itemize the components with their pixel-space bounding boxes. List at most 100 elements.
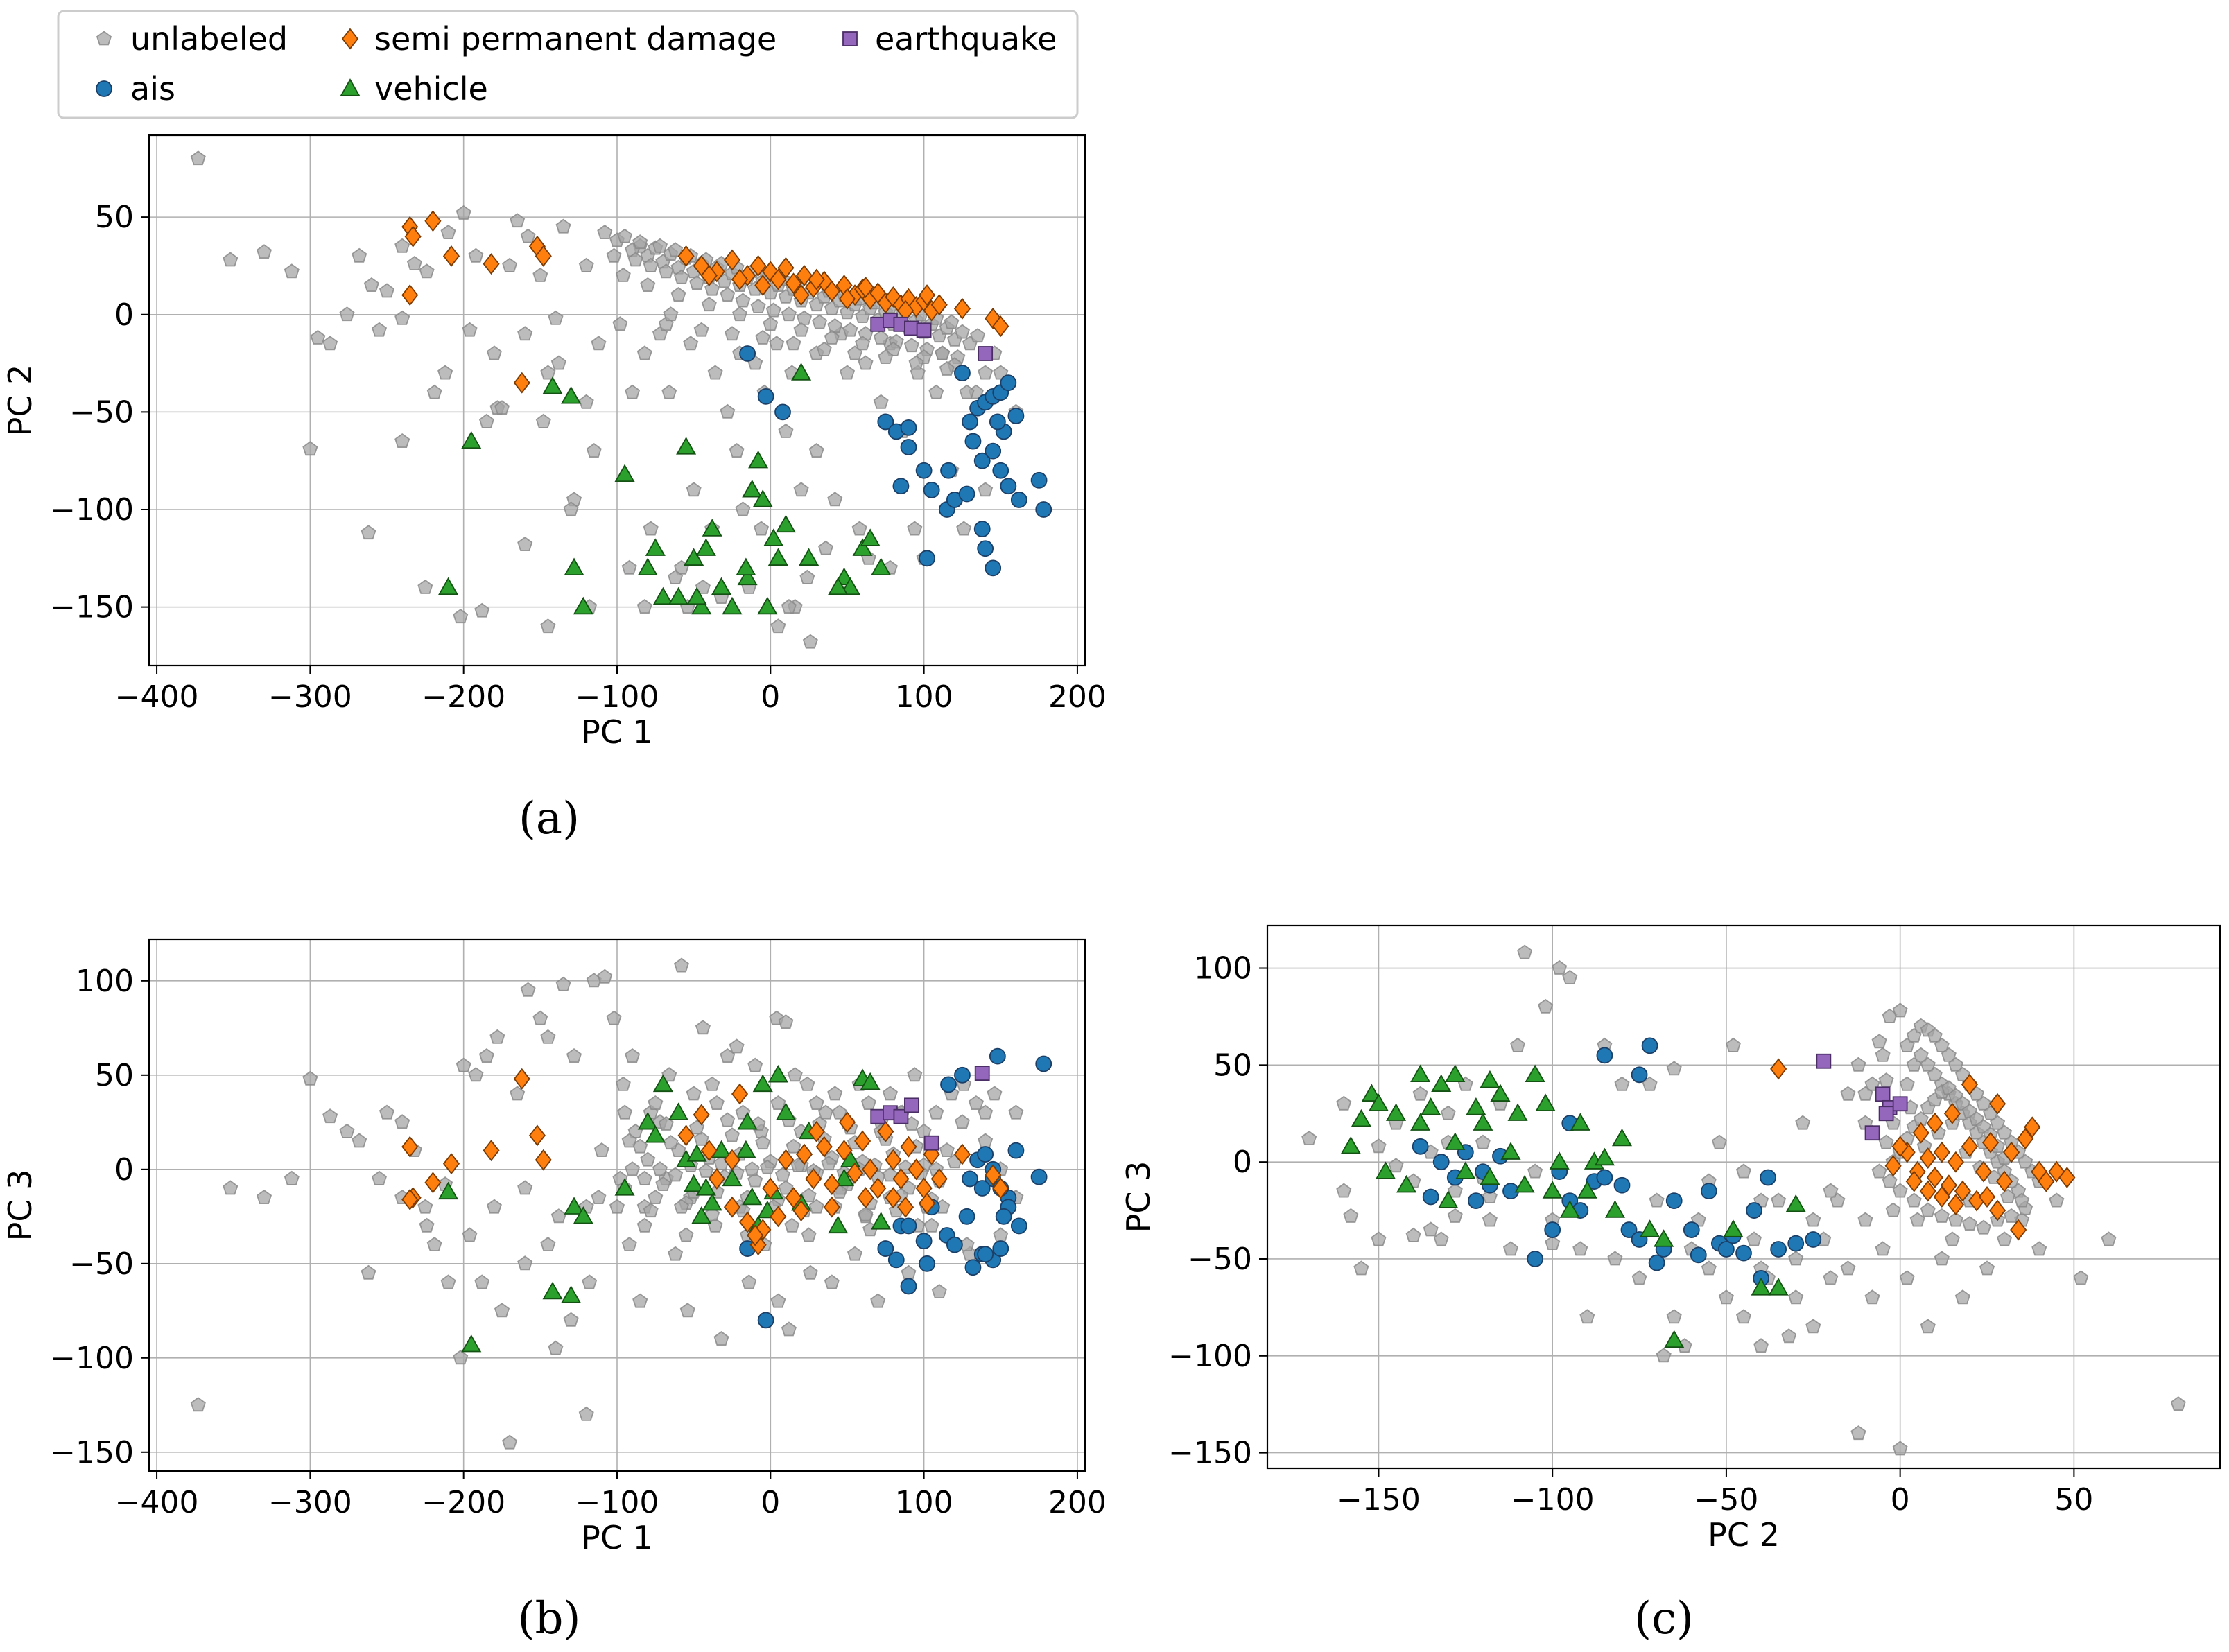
legend-label-ais: ais	[130, 70, 175, 107]
point-unlabeled	[954, 1114, 970, 1129]
point-unlabeled	[1795, 1115, 1811, 1130]
point-vehicle	[1490, 1084, 1511, 1102]
point-unlabeled	[1781, 1328, 1797, 1344]
point-unlabeled	[1482, 1188, 1498, 1203]
point-unlabeled	[474, 1274, 490, 1289]
y-tick-label: −50	[1188, 1242, 1252, 1277]
point-ais	[757, 388, 774, 405]
point-unlabeled	[548, 310, 564, 325]
point-unlabeled	[673, 269, 689, 284]
point-vehicle	[614, 464, 635, 482]
point-unlabeled	[1934, 1251, 1950, 1266]
legend-label-earthquake: earthquake	[875, 20, 1057, 58]
point-vehicle	[833, 1168, 855, 1187]
point-vehicle	[737, 567, 758, 586]
point-unlabeled	[970, 328, 986, 343]
point-earthquake	[1878, 1106, 1894, 1122]
point-unlabeled	[839, 365, 856, 380]
point-unlabeled	[827, 318, 843, 333]
point-vehicle	[1640, 1219, 1660, 1237]
point-ais	[774, 403, 791, 421]
point-ais	[1665, 1192, 1683, 1209]
point-unlabeled	[1412, 1086, 1428, 1101]
point-unlabeled	[729, 1038, 745, 1054]
legend-symbol-vehicle	[340, 78, 361, 96]
point-unlabeled	[322, 336, 338, 351]
point-semi	[424, 1172, 442, 1194]
point-semi	[808, 268, 825, 290]
point-unlabeled	[928, 1104, 944, 1120]
point-unlabeled	[939, 360, 955, 376]
point-unlabeled	[1805, 1212, 1821, 1227]
point-unlabeled	[1788, 1289, 1804, 1305]
point-ais	[973, 452, 991, 469]
point-vehicle	[1473, 1113, 1493, 1131]
point-vehicle	[614, 1178, 635, 1196]
point-vehicle	[871, 1212, 892, 1230]
point-unlabeled	[1805, 1319, 1821, 1334]
point-unlabeled	[987, 1086, 1003, 1101]
point-unlabeled	[668, 569, 684, 584]
point-unlabeled	[1857, 1086, 1873, 1101]
point-semi	[1940, 1174, 1957, 1197]
point-ais	[919, 550, 935, 567]
point-unlabeled	[1631, 1270, 1647, 1285]
point-unlabeled	[769, 336, 785, 351]
point-ais	[1631, 1066, 1648, 1084]
point-semi	[442, 245, 460, 267]
point-unlabeled	[426, 1236, 442, 1251]
caption-b: (b)	[518, 1593, 581, 1644]
point-unlabeled	[535, 413, 551, 428]
point-semi	[1978, 1186, 1996, 1208]
point-unlabeled	[781, 598, 797, 614]
point-unlabeled	[821, 1156, 837, 1171]
point-unlabeled	[1875, 1047, 1891, 1062]
point-vehicle	[461, 431, 482, 449]
point-unlabeled	[2018, 1154, 2033, 1169]
point-unlabeled	[1649, 1192, 1665, 1208]
point-unlabeled	[720, 1112, 736, 1127]
point-unlabeled	[801, 1227, 817, 1242]
point-unlabeled	[928, 384, 944, 399]
point-unlabeled	[870, 1293, 886, 1308]
point-unlabeled	[720, 286, 736, 302]
point-unlabeled	[1666, 1309, 1682, 1324]
point-unlabeled	[419, 1217, 435, 1233]
point-vehicle	[564, 1197, 584, 1215]
point-ais	[919, 1255, 935, 1272]
point-semi	[953, 297, 971, 320]
point-unlabeled	[563, 501, 579, 516]
point-unlabeled	[1909, 1212, 1925, 1227]
point-unlabeled	[310, 329, 326, 345]
point-vehicle	[711, 1140, 732, 1158]
point-vehicle	[1559, 1200, 1580, 1218]
point-unlabeled	[468, 247, 484, 263]
point-unlabeled	[363, 277, 379, 293]
point-ais	[1000, 478, 1017, 495]
point-unlabeled	[1735, 1163, 1752, 1179]
point-unlabeled	[993, 365, 1009, 380]
point-semi	[1961, 1136, 1979, 1158]
point-unlabeled	[621, 559, 637, 575]
point-vehicle	[752, 489, 773, 507]
point-unlabeled	[648, 1095, 664, 1110]
point-ais	[1805, 1231, 1822, 1248]
point-unlabeled	[1823, 1183, 1839, 1198]
point-unlabeled	[668, 242, 684, 257]
point-vehicle	[767, 1065, 788, 1083]
point-unlabeled	[302, 441, 318, 456]
legend-symbol-unlabeled	[96, 31, 112, 46]
point-vehicle	[742, 1187, 763, 1206]
point-unlabeled	[1944, 1231, 1960, 1246]
point-unlabeled	[643, 521, 659, 536]
point-ais	[1527, 1251, 1544, 1267]
point-unlabeled	[851, 521, 867, 536]
legend-frame	[57, 10, 1079, 119]
point-vehicle	[840, 577, 860, 595]
point-semi	[805, 1167, 822, 1190]
point-semi	[930, 294, 948, 316]
point-unlabeled	[643, 1203, 659, 1218]
point-unlabeled	[1008, 1104, 1024, 1120]
point-ais	[1035, 1055, 1052, 1072]
